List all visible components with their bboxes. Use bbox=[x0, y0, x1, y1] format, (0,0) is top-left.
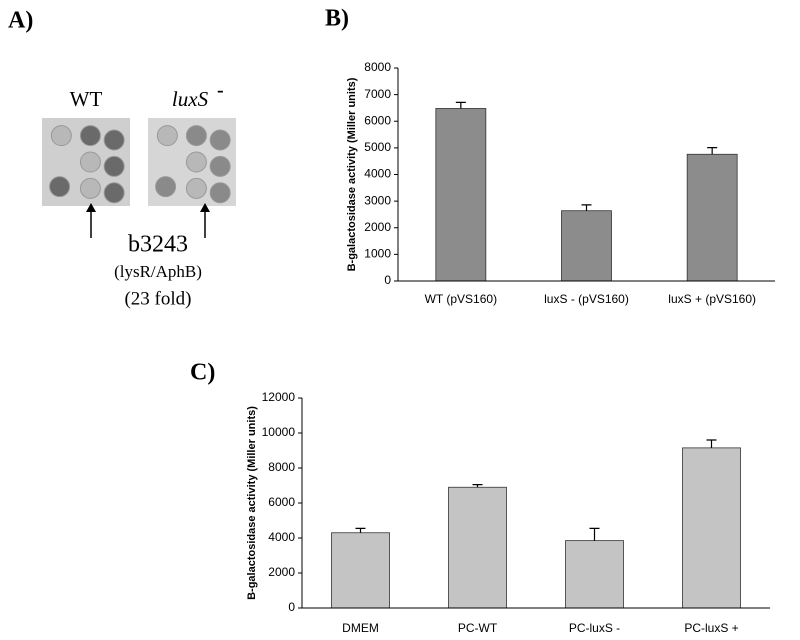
blot-dot bbox=[155, 176, 177, 198]
blot-dot bbox=[185, 177, 207, 199]
error-bar bbox=[581, 204, 592, 211]
error-bar bbox=[455, 101, 466, 109]
bar bbox=[565, 540, 624, 609]
y-tick-label: 4000 bbox=[268, 530, 295, 544]
superscript: - bbox=[217, 80, 224, 102]
x-tick-label: WT (pVS160) bbox=[425, 292, 497, 306]
bar bbox=[561, 210, 612, 282]
blot-dot bbox=[103, 129, 125, 151]
x-tick-label: PC-WT bbox=[458, 621, 498, 635]
axes bbox=[397, 68, 775, 282]
bar bbox=[448, 486, 507, 609]
annotation: (lysR/AphB) bbox=[114, 262, 202, 281]
y-tick-label: 10000 bbox=[262, 425, 296, 439]
blot-dot bbox=[103, 155, 125, 177]
error-bar bbox=[706, 439, 717, 448]
y-tick-label: 5000 bbox=[364, 140, 391, 154]
error-bar bbox=[355, 527, 366, 533]
error-bar bbox=[589, 527, 600, 541]
axes bbox=[301, 398, 770, 609]
blot-dot bbox=[156, 125, 178, 147]
bar bbox=[435, 108, 487, 282]
y-tick-label: 2000 bbox=[364, 220, 391, 234]
y-tick-label: 2000 bbox=[268, 565, 295, 579]
panel-label: A) bbox=[8, 8, 33, 34]
y-tick-label: 8000 bbox=[268, 460, 295, 474]
x-tick-label: DMEM bbox=[342, 621, 379, 635]
blot-dot bbox=[79, 125, 101, 147]
blot-dot bbox=[209, 155, 231, 177]
y-tick-label: 8000 bbox=[364, 60, 391, 74]
y-tick-label: 6000 bbox=[268, 495, 295, 509]
x-tick-label: PC-luxS + bbox=[684, 621, 738, 635]
blot-dot bbox=[79, 151, 101, 173]
strain-label: WT bbox=[70, 87, 103, 111]
blot-dot bbox=[209, 182, 231, 204]
blot-dot bbox=[79, 177, 101, 199]
gene-name: b3243 bbox=[128, 232, 188, 258]
blot-dot bbox=[49, 176, 71, 198]
error-bar bbox=[707, 147, 718, 155]
blot-dot bbox=[103, 182, 125, 204]
y-tick-label: 6000 bbox=[364, 113, 391, 127]
bar bbox=[686, 153, 738, 282]
x-tick-label: luxS - (pVS160) bbox=[544, 292, 629, 306]
blot-dot bbox=[50, 125, 72, 147]
panel-label: B) bbox=[325, 6, 349, 32]
y-tick-label: 3000 bbox=[364, 193, 391, 207]
blot-dot bbox=[185, 151, 207, 173]
blot-dot bbox=[185, 125, 207, 147]
y-tick-label: 7000 bbox=[364, 87, 391, 101]
y-tick-label: 1000 bbox=[364, 247, 391, 261]
bar bbox=[331, 532, 390, 609]
bar bbox=[682, 447, 741, 609]
blot-dot bbox=[209, 129, 231, 151]
strain-label: luxS bbox=[172, 87, 209, 111]
y-tick-label: 0 bbox=[384, 273, 391, 287]
y-axis-label: B-galactosidase activity (Miller units) bbox=[346, 77, 358, 271]
x-tick-label: PC-luxS - bbox=[569, 621, 620, 635]
arrow-head bbox=[86, 203, 96, 212]
x-tick-label: luxS + (pVS160) bbox=[668, 292, 756, 306]
arrow-head bbox=[200, 203, 210, 212]
y-axis-label: B-galactosidase activity (Miller units) bbox=[246, 406, 258, 600]
error-bar bbox=[472, 484, 483, 488]
y-tick-label: 4000 bbox=[364, 167, 391, 181]
fold: (23 fold) bbox=[124, 288, 191, 309]
y-tick-label: 0 bbox=[288, 600, 295, 614]
y-tick-label: 12000 bbox=[262, 390, 296, 404]
panel-label: C) bbox=[190, 360, 215, 386]
